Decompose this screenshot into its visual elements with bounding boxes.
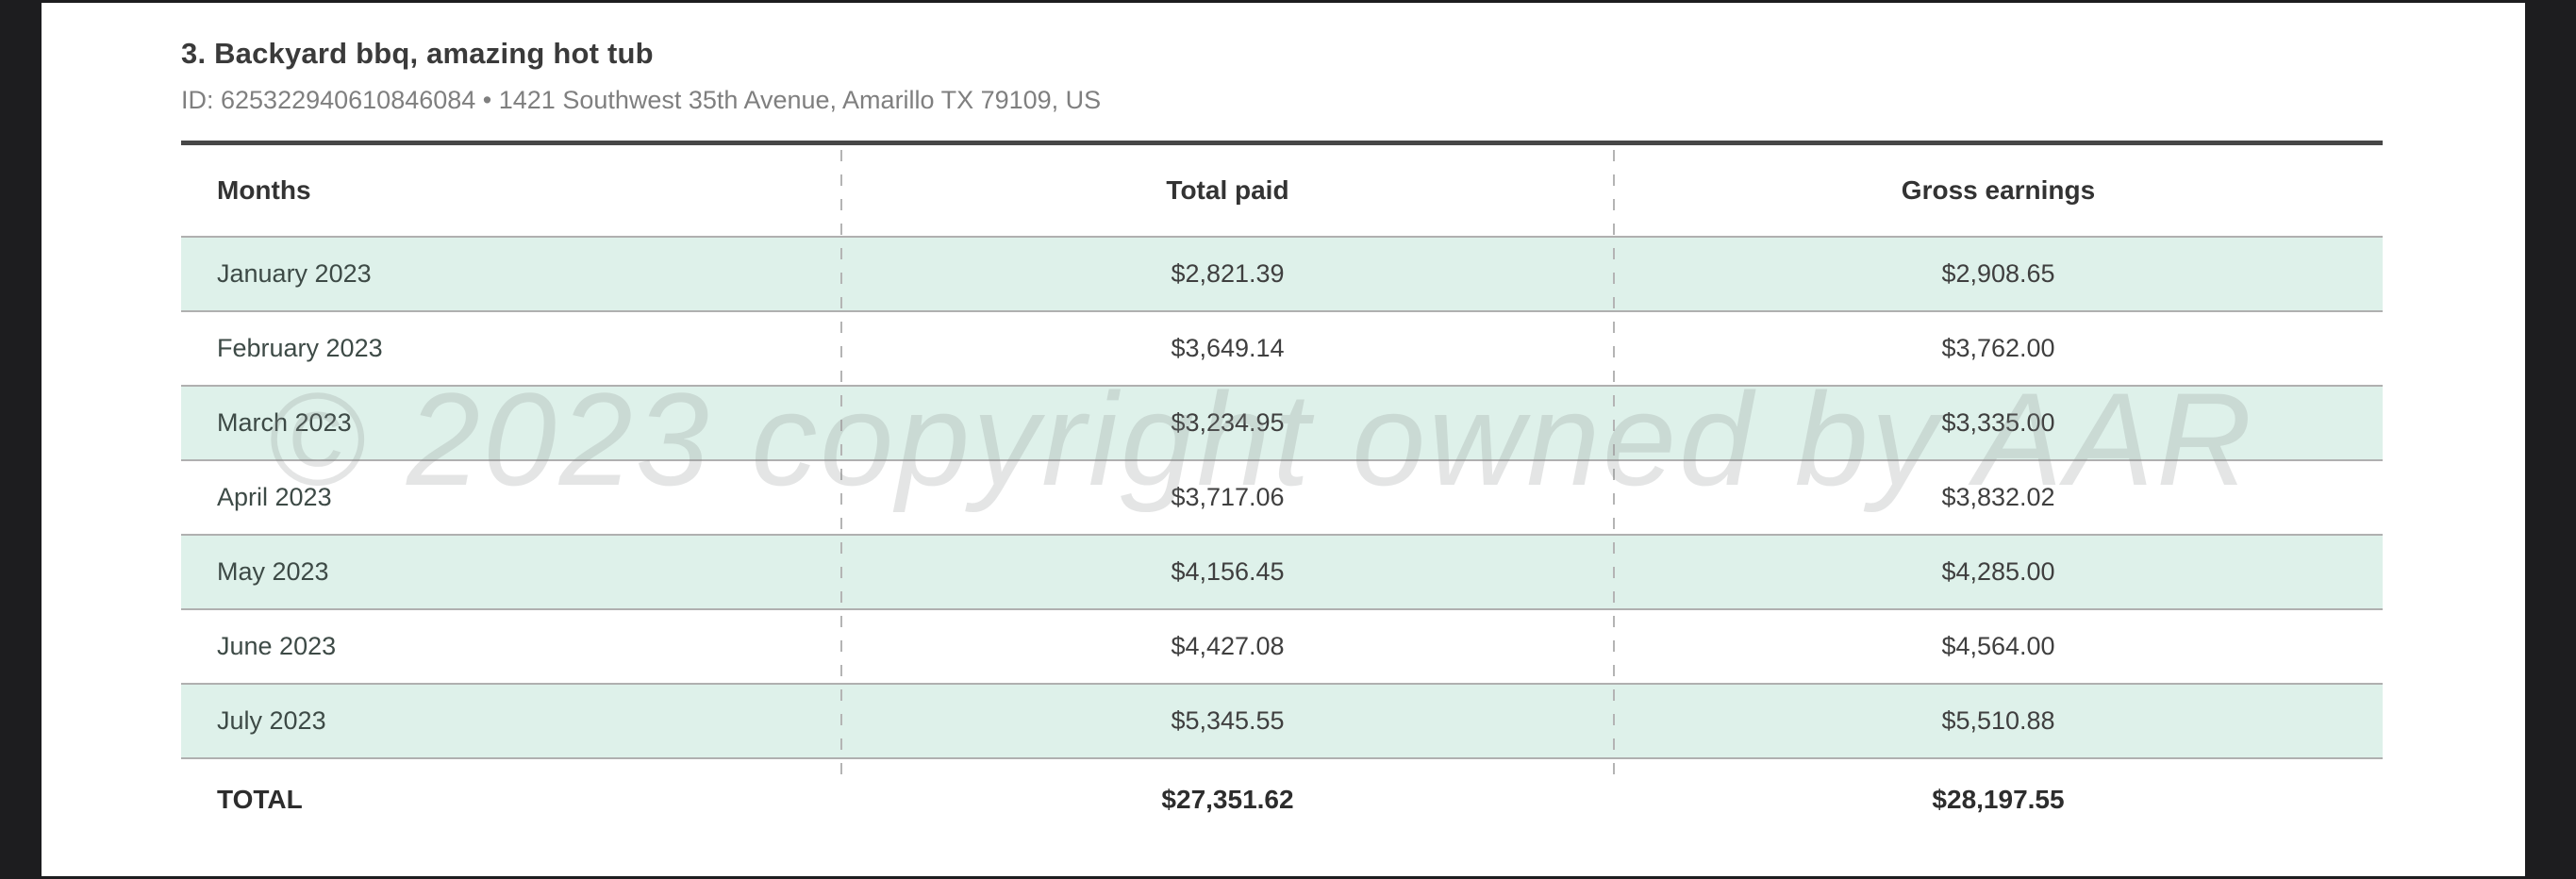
- gross-earnings-cell: $4,285.00: [1941, 557, 2055, 586]
- gross-earnings-cell: $3,832.02: [1941, 483, 2055, 511]
- table-header-row: Months Total paid Gross earnings: [181, 145, 2383, 238]
- viewer-top-edge: [0, 0, 2576, 3]
- month-cell: April 2023: [217, 483, 332, 511]
- total-paid-cell: $3,234.95: [1171, 408, 1285, 437]
- listing-title: 3. Backyard bbq, amazing hot tub: [181, 37, 654, 70]
- gross-earnings-cell: $4,564.00: [1941, 632, 2055, 660]
- total-paid-cell: $2,821.39: [1171, 259, 1285, 288]
- earnings-table: Months Total paid Gross earnings January…: [181, 141, 2383, 840]
- table-row: June 2023 $4,427.08 $4,564.00: [181, 610, 2383, 685]
- month-cell: June 2023: [217, 632, 337, 660]
- table-row: May 2023 $4,156.45 $4,285.00: [181, 536, 2383, 610]
- gross-earnings-cell: $2,908.65: [1941, 259, 2055, 288]
- total-label: TOTAL: [217, 785, 303, 814]
- viewer-bottom-edge: [0, 876, 2576, 879]
- total-paid-cell: $3,649.14: [1171, 334, 1285, 362]
- table-row: April 2023 $3,717.06 $3,832.02: [181, 461, 2383, 536]
- gross-earnings-cell: $5,510.88: [1941, 706, 2055, 735]
- month-cell: March 2023: [217, 408, 352, 437]
- gross-earnings-cell: $3,335.00: [1941, 408, 2055, 437]
- column-header-months: Months: [217, 175, 311, 205]
- month-cell: May 2023: [217, 557, 329, 586]
- month-cell: February 2023: [217, 334, 383, 362]
- total-paid-cell: $3,717.06: [1171, 483, 1285, 511]
- viewer-left-bar: [0, 0, 42, 879]
- total-paid-sum: $27,351.62: [1161, 785, 1294, 814]
- month-cell: January 2023: [217, 259, 372, 288]
- column-header-total-paid: Total paid: [1166, 175, 1289, 205]
- table-row: July 2023 $5,345.55 $5,510.88: [181, 685, 2383, 759]
- gross-earnings-cell: $3,762.00: [1941, 334, 2055, 362]
- table-row: January 2023 $2,821.39 $2,908.65: [181, 238, 2383, 312]
- month-cell: July 2023: [217, 706, 326, 735]
- total-paid-cell: $5,345.55: [1171, 706, 1285, 735]
- listing-id-address: ID: 625322940610846084 • 1421 Southwest …: [181, 86, 1102, 114]
- gross-earnings-sum: $28,197.55: [1932, 785, 2065, 814]
- viewer-right-bar: [2525, 0, 2576, 879]
- table-row: March 2023 $3,234.95 $3,335.00: [181, 387, 2383, 461]
- total-paid-cell: $4,156.45: [1171, 557, 1285, 586]
- report-page: 3. Backyard bbq, amazing hot tub ID: 625…: [42, 3, 2525, 876]
- total-paid-cell: $4,427.08: [1171, 632, 1285, 660]
- table-total-row: TOTAL $27,351.62 $28,197.55: [181, 759, 2383, 840]
- table-row: February 2023 $3,649.14 $3,762.00: [181, 312, 2383, 387]
- column-header-gross-earnings: Gross earnings: [1901, 175, 2096, 205]
